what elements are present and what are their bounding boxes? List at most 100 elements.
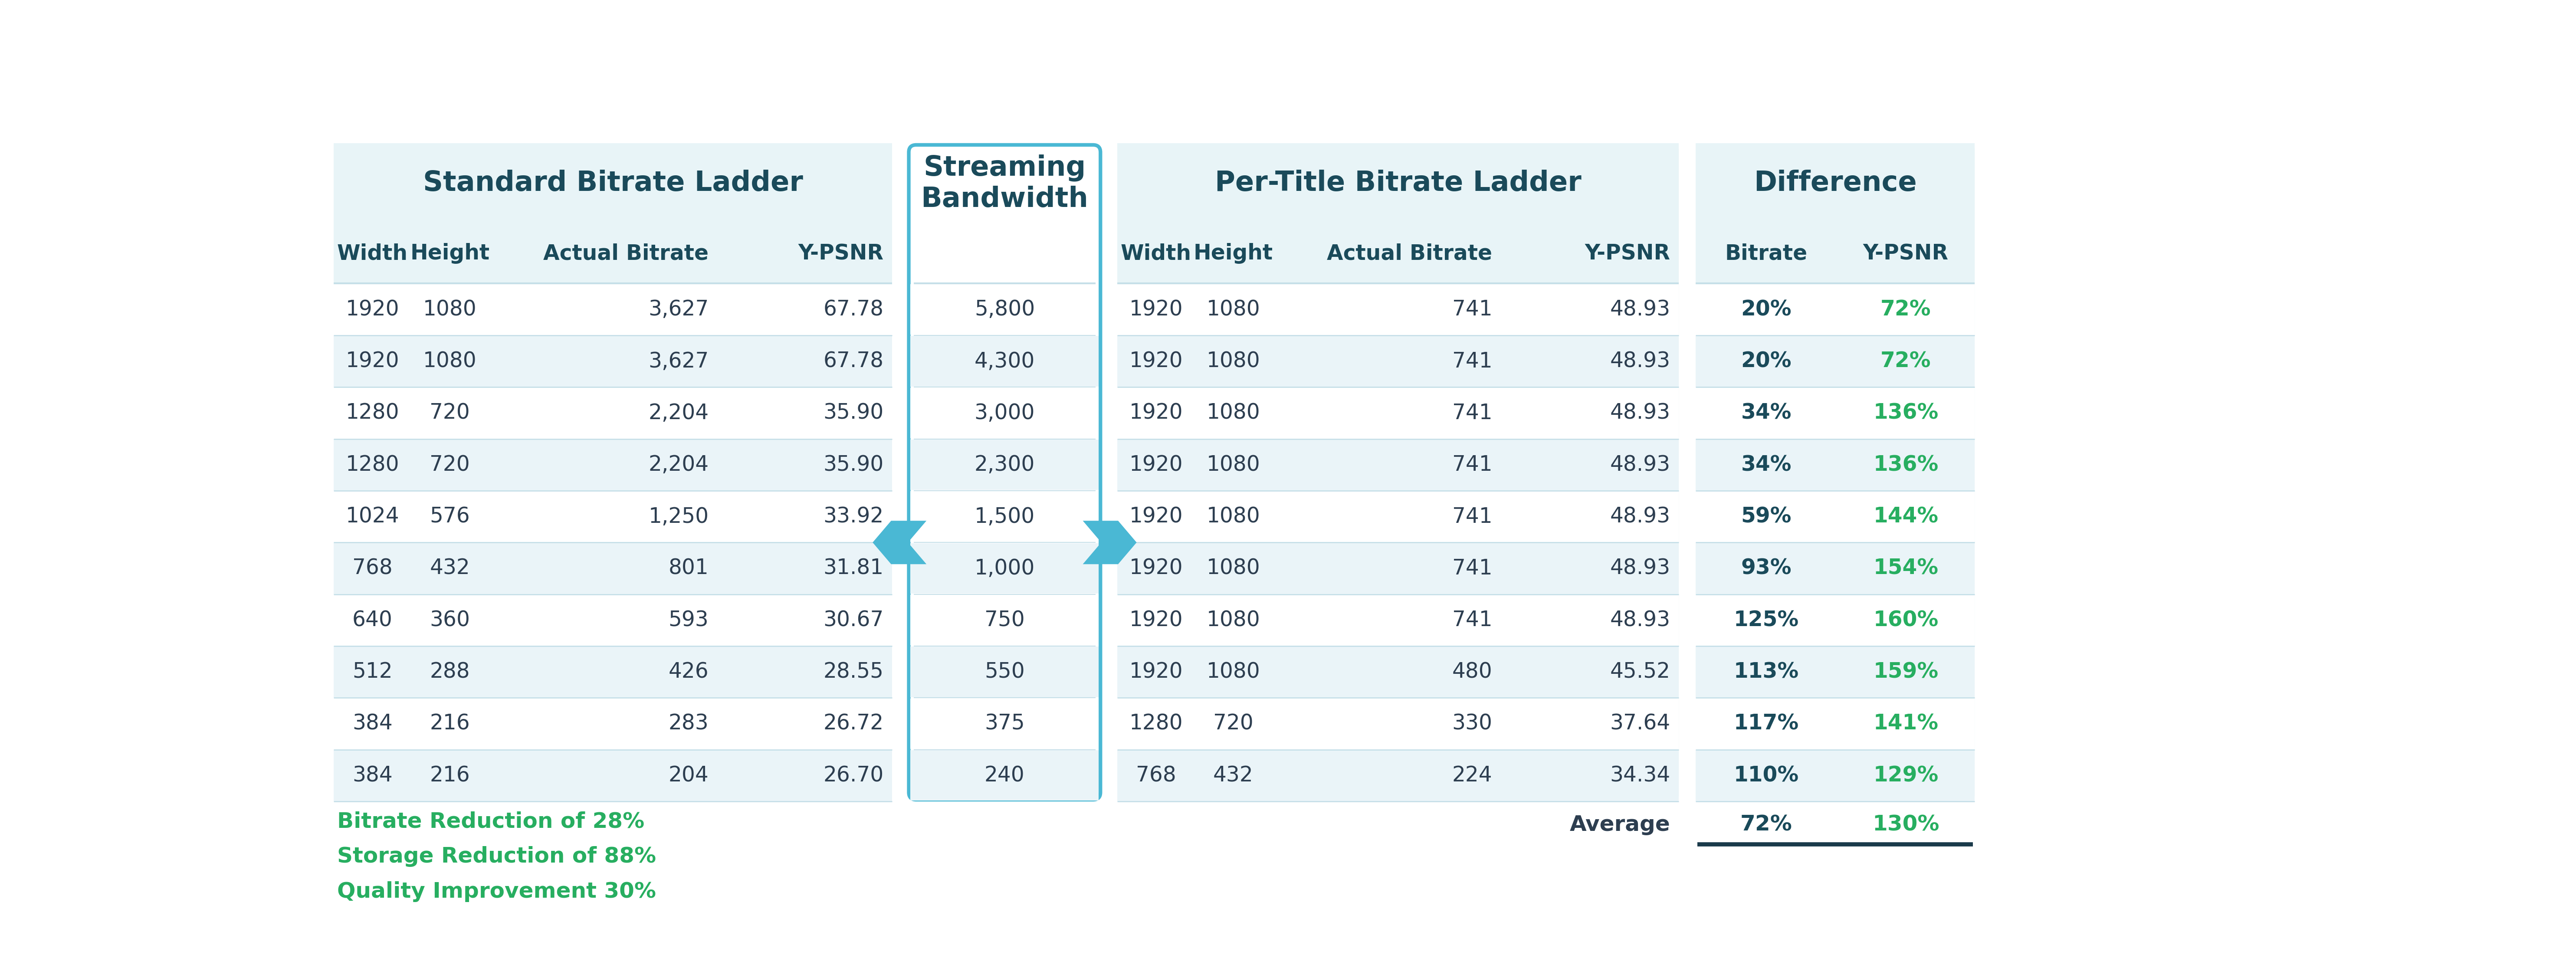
Text: 1920: 1920 [1128,661,1182,682]
Bar [335,749,891,802]
Text: Storage Reduction of 88%: Storage Reduction of 88% [337,846,657,867]
Text: 1080: 1080 [1206,299,1260,319]
Text: 240: 240 [984,765,1025,786]
Text: 1920: 1920 [1128,558,1182,579]
Text: 20%: 20% [1741,350,1790,372]
Bar [335,284,891,335]
Text: 288: 288 [430,661,469,682]
Text: 113%: 113% [1734,661,1798,682]
Text: 3,627: 3,627 [649,350,708,372]
Text: 59%: 59% [1741,506,1790,527]
Text: 129%: 129% [1873,765,1937,786]
Text: 72%: 72% [1741,814,1793,835]
Bar [335,387,891,439]
Bar [1118,749,1680,802]
Text: 48.93: 48.93 [1610,299,1669,319]
Text: 1920: 1920 [1128,454,1182,475]
Text: 741: 741 [1453,299,1492,319]
Text: 741: 741 [1453,454,1492,475]
Text: 512: 512 [353,661,392,682]
Text: 4,300: 4,300 [974,350,1036,372]
Text: 576: 576 [430,506,469,527]
Text: 72%: 72% [1880,299,1932,319]
Text: 26.70: 26.70 [824,765,884,786]
Bar [909,492,1100,542]
Bar [1695,439,1976,491]
Text: Difference: Difference [1754,169,1917,197]
Text: 330: 330 [1453,713,1492,734]
Text: Width: Width [337,243,407,264]
Text: 117%: 117% [1734,713,1798,734]
Text: 1920: 1920 [1128,506,1182,527]
Text: 48.93: 48.93 [1610,454,1669,475]
Text: 130%: 130% [1873,814,1940,835]
Text: Bitrate: Bitrate [1726,243,1808,264]
Text: 741: 741 [1453,610,1492,630]
Text: 480: 480 [1453,661,1492,682]
Text: 741: 741 [1453,558,1492,579]
Text: Actual Bitrate: Actual Bitrate [1327,243,1492,264]
Text: 768: 768 [1136,765,1177,786]
Text: Height: Height [410,243,489,264]
Bar [909,439,1100,490]
Text: 432: 432 [1213,765,1255,786]
Text: 1080: 1080 [1206,506,1260,527]
Text: 35.90: 35.90 [824,454,884,475]
Text: 20%: 20% [1741,299,1790,319]
Text: 141%: 141% [1873,713,1937,734]
Polygon shape [1082,521,1136,564]
Text: 26.72: 26.72 [824,713,884,734]
Text: 48.93: 48.93 [1610,610,1669,630]
Text: 35.90: 35.90 [824,403,884,423]
FancyBboxPatch shape [1695,143,1976,802]
Text: 1280: 1280 [345,403,399,423]
Text: 1080: 1080 [1206,350,1260,372]
Text: Per-Title Bitrate Ladder: Per-Title Bitrate Ladder [1216,169,1582,197]
Bar [1695,335,1976,387]
Text: 224: 224 [1453,765,1492,786]
Text: 750: 750 [984,610,1025,630]
Bar [909,543,1100,593]
Text: 1,250: 1,250 [649,506,708,527]
Text: 384: 384 [353,765,392,786]
Bar [1695,749,1976,802]
Text: 593: 593 [667,610,708,630]
Text: 741: 741 [1453,403,1492,423]
Text: 204: 204 [667,765,708,786]
Text: 136%: 136% [1873,403,1937,423]
Text: 550: 550 [984,661,1025,682]
Text: 1080: 1080 [422,350,477,372]
Text: 48.93: 48.93 [1610,350,1669,372]
Text: 33.92: 33.92 [824,506,884,527]
Text: 801: 801 [667,558,708,579]
Text: 1,500: 1,500 [974,506,1036,527]
Text: 159%: 159% [1873,661,1937,682]
Text: 144%: 144% [1873,506,1937,527]
Text: 37.64: 37.64 [1610,713,1669,734]
Bar [335,594,891,646]
Text: Quality Improvement 30%: Quality Improvement 30% [337,881,657,902]
Bar [909,285,1100,335]
Text: 136%: 136% [1873,454,1937,475]
Bar [335,646,891,698]
Bar [1695,284,1976,335]
Text: Height: Height [1193,243,1273,264]
Text: 1920: 1920 [1128,610,1182,630]
Text: 3,627: 3,627 [649,299,708,319]
Bar [909,647,1100,697]
Text: 3,000: 3,000 [974,403,1036,423]
Text: Average: Average [1569,814,1669,835]
Bar [1695,698,1976,749]
Text: 360: 360 [430,610,469,630]
Text: 48.93: 48.93 [1610,403,1669,423]
Bar [1118,542,1680,594]
Text: 34%: 34% [1741,403,1790,423]
Bar [335,143,891,284]
Text: 34.34: 34.34 [1610,765,1669,786]
Text: 2,204: 2,204 [649,403,708,423]
Text: 67.78: 67.78 [824,350,884,372]
Text: 768: 768 [353,558,392,579]
Text: 1080: 1080 [1206,661,1260,682]
Bar [1118,143,1680,284]
Text: 45.52: 45.52 [1610,661,1669,682]
